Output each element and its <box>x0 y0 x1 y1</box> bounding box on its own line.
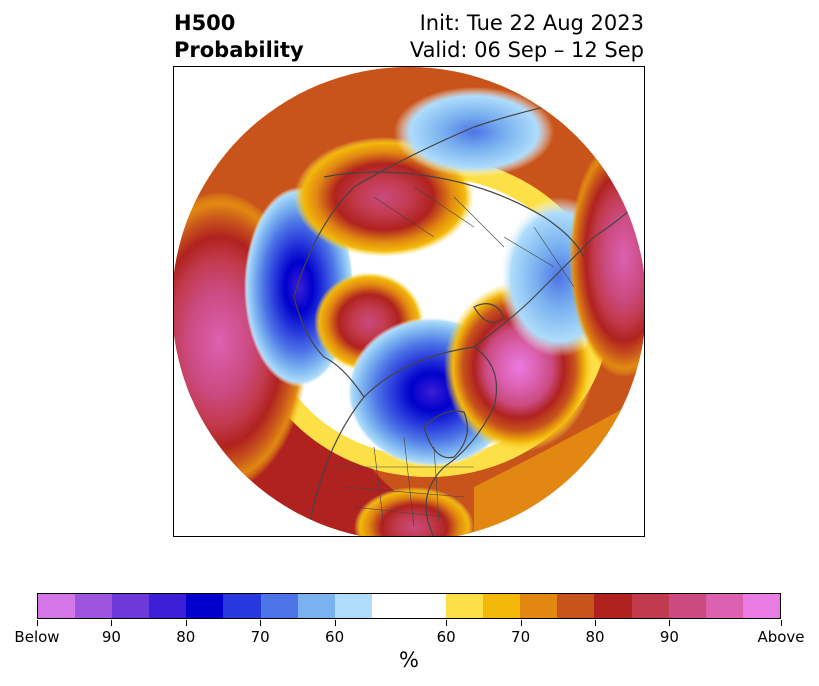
colorbar-tick-label: 80 <box>585 628 605 646</box>
coastlines <box>293 96 644 536</box>
colorbar-segment <box>186 594 224 618</box>
colorbar-tick-label: 70 <box>511 628 531 646</box>
colorbar-segment <box>520 594 558 618</box>
colorbar-segment <box>112 594 150 618</box>
title-left: H500 Probability <box>174 10 304 64</box>
map-panel <box>173 66 645 537</box>
colorbar-tick <box>334 620 336 626</box>
title-right: Init: Tue 22 Aug 2023 Valid: 06 Sep – 12… <box>410 10 644 64</box>
init-date: Init: Tue 22 Aug 2023 <box>419 11 644 35</box>
colorbar-segment <box>371 594 409 618</box>
colorbar-tick-label: 90 <box>659 628 679 646</box>
colorbar-tick <box>595 620 596 626</box>
colorbar-tick <box>111 620 113 626</box>
colorbar-tick <box>669 620 671 626</box>
title-type: Probability <box>174 38 304 62</box>
colorbar-tick <box>185 620 187 626</box>
europe-above-anomaly <box>569 137 644 377</box>
colorbar-segment <box>557 594 595 618</box>
colorbar-tick <box>37 620 38 626</box>
colorbar-segment <box>334 594 372 618</box>
colorbar-tick <box>781 620 782 626</box>
colorbar-tick <box>260 620 262 626</box>
valid-range: Valid: 06 Sep – 12 Sep <box>409 38 644 62</box>
colorbar-unit: % <box>399 648 419 672</box>
colorbar-segment <box>38 594 76 618</box>
colorbar-segment <box>297 594 335 618</box>
colorbar-segment <box>75 594 113 618</box>
colorbar-tick-label: 80 <box>176 628 196 646</box>
colorbar-segment <box>742 594 780 618</box>
colorbar-segment <box>149 594 187 618</box>
colorbar-segment <box>705 594 743 618</box>
colorbar-segment <box>631 594 669 618</box>
colorbar-tick-label: 70 <box>250 628 270 646</box>
colorbar <box>37 593 781 619</box>
colorbar-segment <box>594 594 632 618</box>
probability-map <box>174 67 644 536</box>
title-variable: H500 <box>174 11 236 35</box>
colorbar-tick-label: 90 <box>101 628 121 646</box>
colorbar-segment <box>408 594 447 618</box>
colorbar-tick <box>520 620 522 626</box>
colorbar-segment <box>260 594 298 618</box>
arctic-light-blue <box>394 87 554 177</box>
borders <box>334 186 575 528</box>
colorbar-tick-label: Above <box>757 628 805 646</box>
colorbar-segment <box>446 594 484 618</box>
colorbar-tick-label: 60 <box>325 628 345 646</box>
colorbar-tick <box>446 620 448 626</box>
colorbar-segment <box>668 594 706 618</box>
colorbar-segment <box>483 594 521 618</box>
colorbar-tick-label: 60 <box>436 628 456 646</box>
colorbar-segment <box>223 594 261 618</box>
colorbar-tick-label: Below <box>14 628 60 646</box>
